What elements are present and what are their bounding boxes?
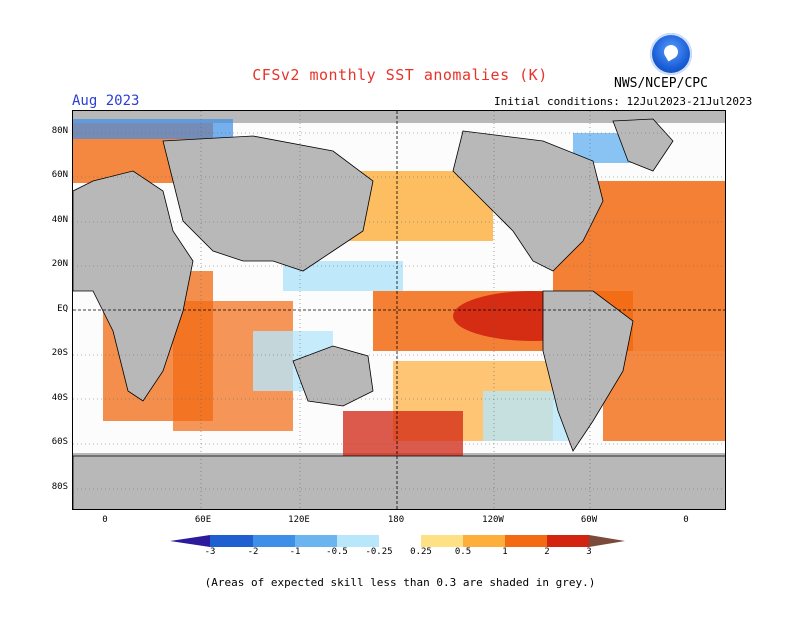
colorbar-tick: 1	[502, 547, 508, 557]
lat-label: 40S	[51, 393, 68, 403]
map-gridlines	[73, 111, 725, 509]
lon-label: 60E	[194, 515, 212, 525]
chart-title: CFSv2 monthly SST anomalies (K)	[252, 66, 548, 84]
sst-anomaly-map	[72, 110, 726, 510]
agency-label: NWS/NCEP/CPC	[614, 76, 708, 91]
colorbar-cell	[295, 535, 337, 547]
colorbar	[170, 535, 625, 547]
lat-label: 60N	[51, 170, 68, 180]
lat-label: 20S	[51, 348, 68, 358]
colorbar-tick: 0.25	[410, 547, 432, 557]
colorbar-tick: -2	[247, 547, 259, 557]
forecast-month: Aug 2023	[72, 93, 140, 109]
colorbar-cell	[337, 535, 379, 547]
colorbar-cell	[589, 535, 625, 547]
lat-label: 40N	[51, 215, 68, 225]
colorbar-cell	[210, 535, 253, 547]
colorbar-cell	[547, 535, 589, 547]
colorbar-tick: 0.5	[454, 547, 472, 557]
skill-note: (Areas of expected skill less than 0.3 a…	[204, 576, 596, 589]
lon-label: 0	[102, 515, 108, 525]
lon-label: 120E	[288, 515, 310, 525]
lat-label: 80S	[51, 482, 68, 492]
lat-label: 20N	[51, 259, 68, 269]
colorbar-tick: 2	[544, 547, 550, 557]
colorbar-cell	[170, 535, 210, 547]
colorbar-tick: -0.25	[365, 547, 393, 557]
lat-label: 80N	[51, 126, 68, 136]
colorbar-cell	[505, 535, 547, 547]
lon-label: 0	[683, 515, 689, 525]
colorbar-cell	[379, 535, 421, 547]
lon-label: 180	[387, 515, 405, 525]
map-svg	[73, 111, 725, 509]
lat-label: 60S	[51, 437, 68, 447]
initial-conditions: Initial conditions: 12Jul2023-21Jul2023	[494, 95, 753, 108]
lon-label: 60W	[580, 515, 598, 525]
colorbar-tick: 3	[586, 547, 592, 557]
colorbar-tick: -0.5	[326, 547, 348, 557]
land-masses	[73, 118, 725, 509]
colorbar-cell	[463, 535, 505, 547]
lon-label: 120W	[482, 515, 504, 525]
lat-label: EQ	[57, 304, 68, 314]
colorbar-cell	[421, 535, 463, 547]
colorbar-cell	[253, 535, 295, 547]
colorbar-tick: -3	[204, 547, 216, 557]
colorbar-tick: -1	[289, 547, 301, 557]
